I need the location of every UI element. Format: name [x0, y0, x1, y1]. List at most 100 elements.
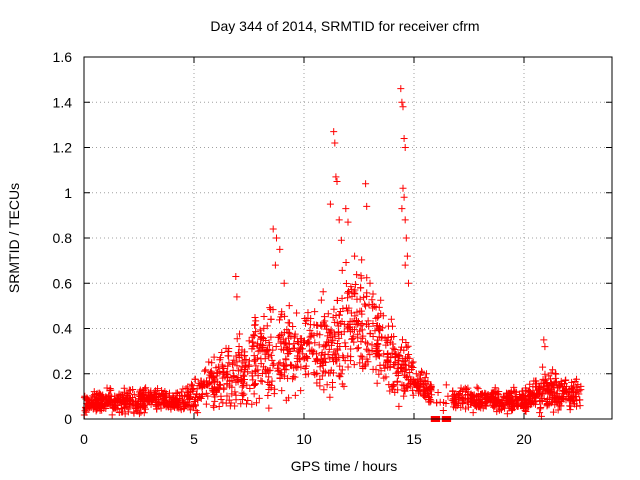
- data-point: [262, 369, 270, 377]
- data-point: [124, 389, 132, 397]
- data-point: [277, 313, 285, 321]
- data-point: [311, 308, 319, 316]
- data-point: [125, 386, 133, 394]
- data-point: [190, 398, 198, 406]
- data-point: [459, 400, 467, 408]
- data-point: [267, 315, 275, 323]
- data-point: [153, 389, 161, 397]
- data-point: [326, 393, 334, 401]
- data-point: [293, 309, 301, 317]
- data-point: [342, 205, 350, 213]
- data-point: [399, 103, 407, 111]
- data-point: [374, 313, 382, 321]
- data-point: [404, 342, 412, 350]
- data-point: [462, 405, 470, 413]
- data-point: [301, 314, 309, 322]
- data-point: [217, 392, 225, 400]
- data-point: [426, 383, 434, 391]
- data-point: [297, 344, 305, 352]
- data-point: [249, 376, 257, 384]
- data-point: [366, 279, 374, 287]
- data-point: [400, 193, 408, 201]
- data-point: [409, 391, 417, 399]
- data-point: [276, 375, 284, 383]
- data-point: [248, 369, 256, 377]
- data-point: [342, 304, 350, 312]
- data-point: [238, 346, 246, 354]
- data-point: [389, 344, 397, 352]
- data-point: [108, 401, 116, 409]
- data-point: [569, 397, 577, 405]
- data-point: [234, 378, 242, 386]
- data-point: [97, 404, 105, 412]
- data-point: [205, 358, 213, 366]
- data-point: [306, 333, 314, 341]
- data-point: [398, 205, 406, 213]
- data-point: [362, 360, 370, 368]
- data-point: [271, 385, 279, 393]
- data-point: [357, 338, 365, 346]
- data-point: [406, 368, 414, 376]
- data-point: [244, 396, 252, 404]
- data-point: [306, 321, 314, 329]
- data-point: [224, 362, 232, 370]
- data-point: [265, 381, 273, 389]
- data-point: [319, 288, 327, 296]
- data-point: [540, 336, 548, 344]
- data-point: [368, 346, 376, 354]
- data-point: [202, 366, 210, 374]
- data-point: [270, 360, 278, 368]
- y-tick-label: 0: [64, 411, 72, 427]
- data-point: [363, 345, 371, 353]
- axis-ticks: [83, 56, 612, 420]
- data-point: [380, 361, 388, 369]
- data-point: [282, 362, 290, 370]
- data-point: [472, 392, 480, 400]
- data-point: [140, 402, 148, 410]
- data-point: [359, 364, 367, 372]
- data-point: [326, 200, 334, 208]
- data-point: [265, 373, 273, 381]
- data-point: [496, 402, 504, 410]
- data-point: [266, 366, 274, 374]
- data-point: [368, 296, 376, 304]
- data-point: [306, 347, 314, 355]
- data-point: [111, 404, 119, 412]
- data-point: [342, 342, 350, 350]
- data-point: [209, 385, 217, 393]
- data-point: [239, 392, 247, 400]
- data-point: [352, 321, 360, 329]
- data-point: [245, 361, 253, 369]
- data-point: [298, 335, 306, 343]
- data-point: [421, 374, 429, 382]
- data-point: [285, 346, 293, 354]
- data-point: [91, 397, 99, 405]
- data-point: [212, 388, 220, 396]
- data-point: [473, 383, 481, 391]
- data-point: [342, 259, 350, 267]
- data-point: [358, 256, 366, 264]
- data-point: [178, 393, 186, 401]
- data-point: [383, 357, 391, 365]
- data-point: [186, 406, 194, 414]
- data-point: [361, 300, 369, 308]
- data-point: [143, 395, 151, 403]
- data-point: [346, 357, 354, 365]
- data-point: [294, 338, 302, 346]
- data-point: [330, 305, 338, 313]
- data-point: [340, 382, 348, 390]
- data-point: [375, 333, 383, 341]
- data-point: [331, 318, 339, 326]
- data-point: [364, 340, 372, 348]
- data-point: [527, 401, 535, 409]
- data-point: [284, 345, 292, 353]
- data-point: [198, 384, 206, 392]
- data-point: [289, 323, 297, 331]
- data-point: [344, 363, 352, 371]
- data-point: [510, 383, 518, 391]
- data-point: [310, 369, 318, 377]
- data-point: [350, 361, 358, 369]
- data-point: [263, 348, 271, 356]
- data-point: [253, 354, 261, 362]
- data-point: [537, 403, 545, 411]
